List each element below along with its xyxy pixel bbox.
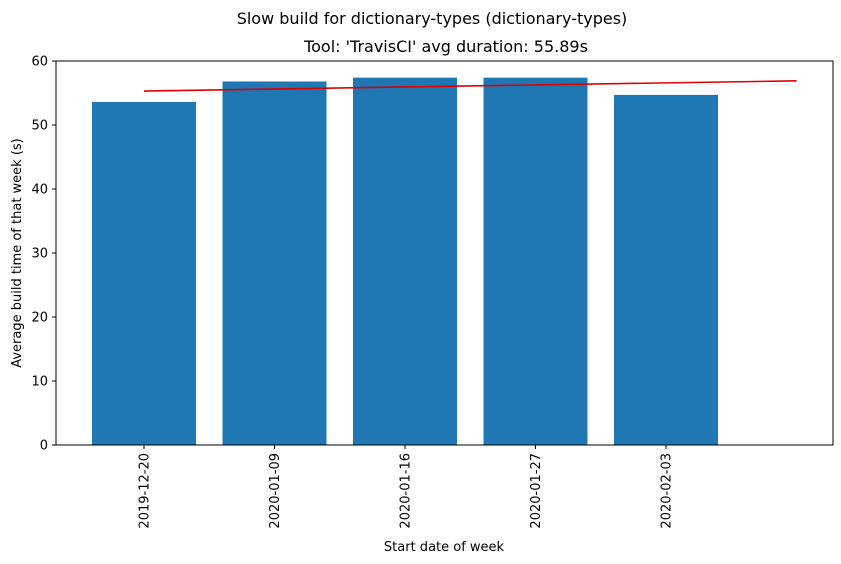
trend-group [143, 80, 797, 92]
x-tick-label: 2020-01-27 [529, 453, 544, 529]
y-tick-label: 20 [31, 311, 48, 326]
bar-2020-01-27 [483, 77, 588, 445]
x-axis: 2019-12-20 2020-01-09 2020-01-16 2020-01-27… [138, 445, 675, 529]
plot-frame [55, 60, 834, 446]
bar-2019-12-20 [92, 101, 196, 446]
x-tick-label: 2020-01-16 [399, 453, 414, 529]
bar-2020-02-03 [614, 94, 718, 446]
y-tick-label: 50 [31, 119, 48, 134]
x-axis-label: Start date of week [384, 540, 505, 555]
bars-group [92, 77, 718, 446]
y-tick-label: 30 [31, 247, 48, 262]
x-tick-label: 2020-01-09 [268, 453, 283, 529]
x-tick-label: 2019-12-20 [138, 453, 153, 529]
bar-2020-01-09 [222, 81, 327, 445]
chart-suptitle: Slow build for dictionary-types (diction… [237, 9, 628, 28]
y-tick-label: 60 [31, 55, 48, 70]
trend-line [143, 80, 797, 92]
y-tick-label: 0 [40, 439, 48, 454]
bar-2020-01-16 [353, 77, 457, 445]
y-tick-label: 10 [31, 375, 48, 390]
y-axis: 0 10 20 30 40 50 60 [31, 55, 56, 454]
chart-title: Tool: 'TravisCI' avg duration: 55.89s [303, 37, 588, 56]
y-axis-label: Average build time of that week (s) [10, 138, 25, 368]
y-tick-label: 40 [31, 183, 48, 198]
x-tick-label: 2020-02-03 [660, 453, 675, 529]
